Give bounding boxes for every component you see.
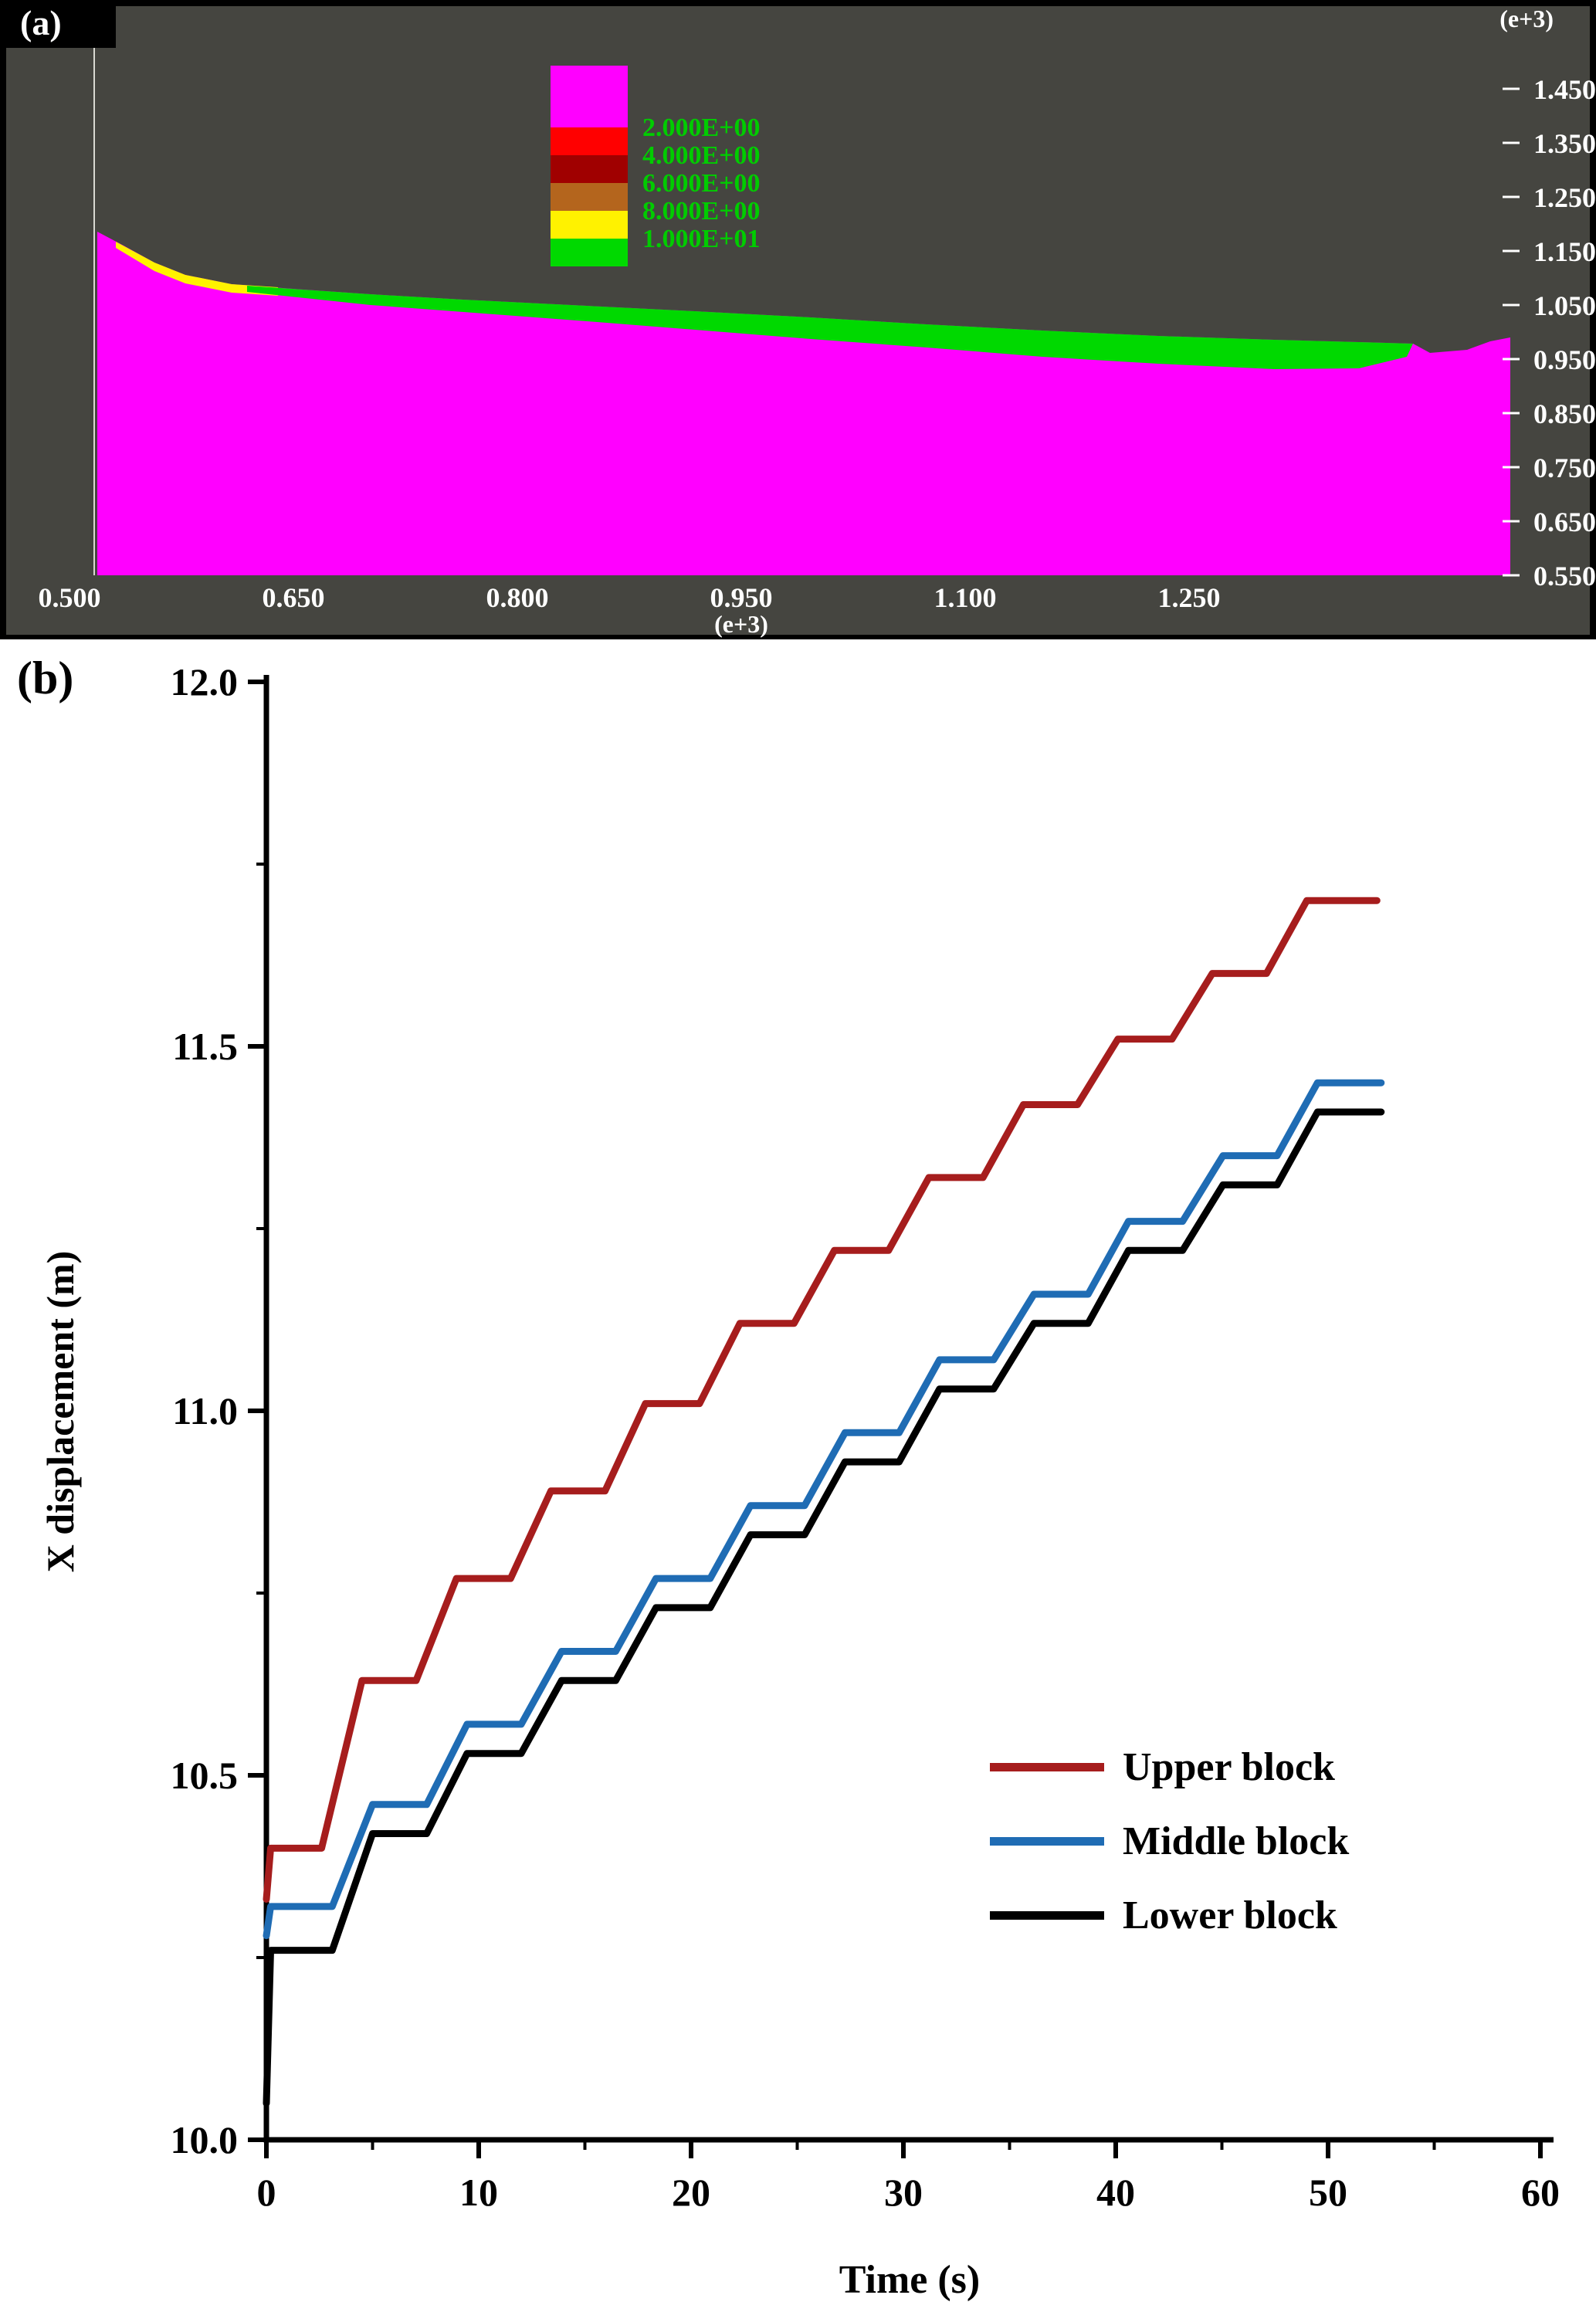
contour-legend-swatch	[551, 127, 628, 155]
contour-legend-swatch	[551, 155, 628, 183]
y-tick-label: 11.0	[172, 1389, 238, 1432]
panel-a-border-left	[0, 0, 6, 639]
contour-legend-value: 1.000E+01	[642, 225, 761, 253]
contour-legend-value: 8.000E+00	[642, 197, 761, 225]
y-tick-label: 0.750	[1533, 453, 1596, 483]
y-tick-label: 10.0	[171, 2118, 239, 2161]
slope-body-region	[97, 232, 1510, 575]
panel-a-label: (a)	[0, 0, 116, 48]
contour-legend-swatch	[551, 211, 628, 239]
legend-line-swatch	[990, 1762, 1104, 1771]
x-tick-label: 50	[1309, 2171, 1347, 2214]
panel-a-unit-bottom: (e+3)	[714, 610, 768, 638]
contour-legend-swatch	[551, 66, 628, 127]
x-tick-label: 1.250	[1158, 582, 1221, 613]
legend-label: Middle block	[1123, 1819, 1350, 1863]
y-tick-label: 0.550	[1533, 561, 1596, 592]
contour-legend-value: 2.000E+00	[642, 114, 761, 142]
velocity-band-green	[247, 286, 1413, 369]
panel-b-label: (b)	[17, 653, 74, 703]
y-tick-label: 10.5	[171, 1754, 239, 1797]
contour-legend-value: 4.000E+00	[642, 141, 761, 170]
x-axis-title: Time (s)	[839, 2258, 981, 2302]
y-axis-title: X displacement (m)	[39, 1250, 82, 1573]
panel-a-unit-top-right: (e+3)	[1499, 5, 1554, 32]
legend-item-upper-block: Upper block	[990, 1742, 1349, 1792]
x-tick-label: 30	[884, 2171, 923, 2214]
x-tick-label: 1.100	[934, 582, 997, 613]
x-tick-label: 0.500	[39, 582, 101, 613]
y-tick-label: 12.0	[171, 660, 239, 703]
y-tick-label: 1.150	[1533, 236, 1596, 267]
series-middle-block	[263, 1079, 1385, 1940]
contour-legend-value: 6.000E+00	[642, 169, 761, 198]
contour-legend-swatch	[551, 183, 628, 211]
series-lower-block	[263, 1108, 1385, 2107]
y-tick-label: 1.350	[1533, 128, 1596, 159]
contour-legend-swatch	[551, 239, 628, 266]
panel-a-simulation: 2.000E+00 4.000E+00 6.000E+00 8.000E+00 1.00…	[0, 0, 1596, 639]
panel-a-border-top	[0, 0, 1596, 6]
y-tick-label: 11.5	[172, 1025, 238, 1068]
legend-line-swatch	[990, 1910, 1104, 1920]
y-tick-label: 0.650	[1533, 507, 1596, 537]
chart-legend: Upper block Middle block Lower block	[990, 1742, 1349, 1940]
legend-label: Upper block	[1123, 1744, 1335, 1789]
legend-item-middle-block: Middle block	[990, 1816, 1349, 1866]
panel-a-border-right	[1590, 0, 1596, 639]
x-tick-label: 0.800	[486, 582, 549, 613]
y-tick-label: 1.050	[1533, 290, 1596, 321]
x-tick-label: 10	[459, 2171, 498, 2214]
legend-item-lower-block: Lower block	[990, 1890, 1349, 1940]
x-tick-label: 0.650	[263, 582, 325, 613]
x-tick-label: 40	[1096, 2171, 1135, 2214]
panel-b-line-chart: 10.0 10.5 11.0 11.5 12.0 0 10 20 30 40 50 60 (b) X …	[0, 639, 1596, 2312]
y-tick-label: 0.850	[1533, 398, 1596, 429]
y-tick-label: 0.950	[1533, 344, 1596, 375]
legend-label: Lower block	[1123, 1893, 1337, 1937]
x-tick-label: 20	[672, 2171, 710, 2214]
legend-line-swatch	[990, 1836, 1104, 1846]
panel-a-border-bottom	[0, 635, 1596, 639]
x-tick-label: 0.950	[710, 582, 773, 613]
series-upper-block	[263, 897, 1381, 1903]
y-tick-label: 1.450	[1533, 74, 1596, 105]
x-tick-label: 60	[1521, 2171, 1560, 2214]
y-tick-label: 1.250	[1533, 182, 1596, 213]
x-tick-label: 0	[257, 2171, 276, 2214]
panel-a-contour-plot: 2.000E+004.000E+006.000E+008.000E+001.00…	[0, 0, 1596, 639]
panel-b-plot: 10.0 10.5 11.0 11.5 12.0 0 10 20 30 40 50 60	[171, 660, 1560, 2214]
